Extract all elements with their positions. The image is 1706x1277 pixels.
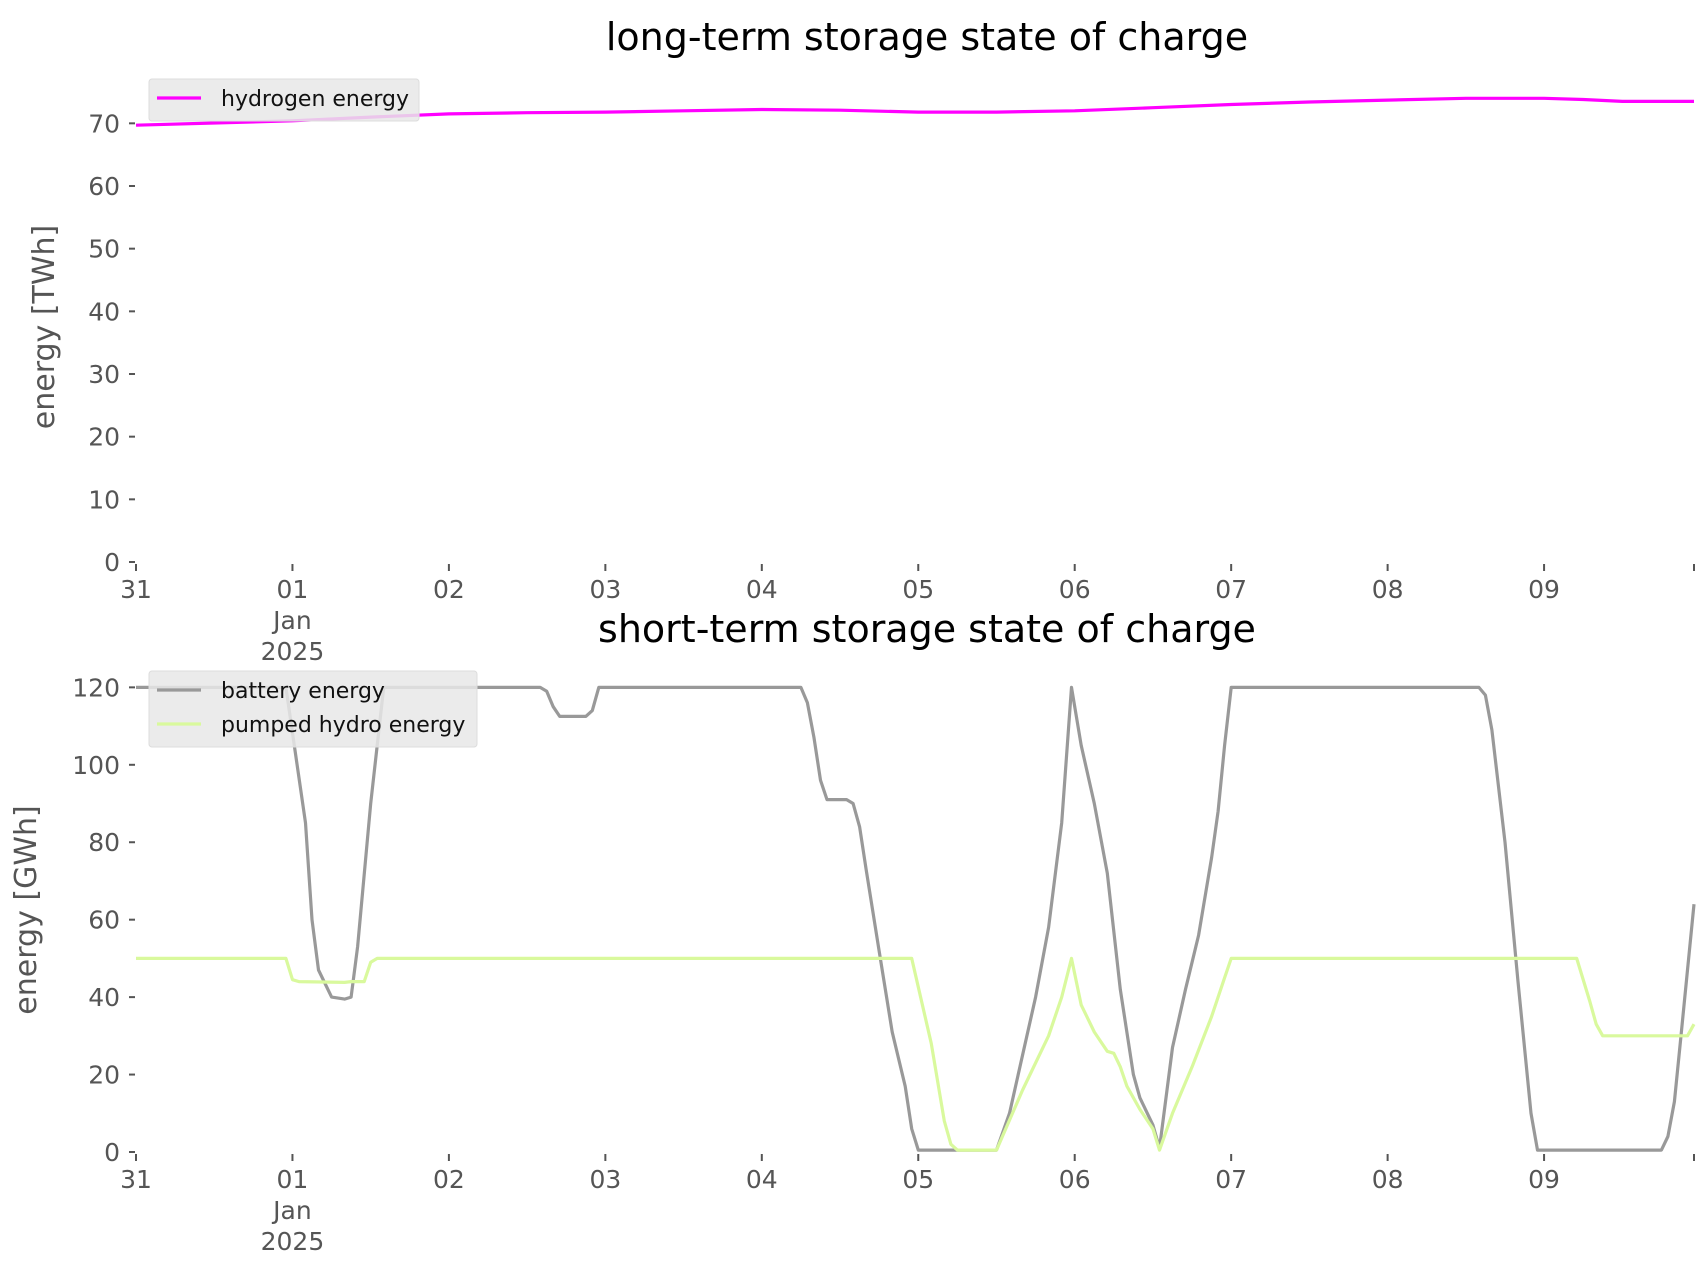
x-tick-label: 31 [120,575,152,604]
y-tick-label: 50 [88,235,120,264]
y-tick-label: 10 [88,485,120,514]
y-axis-label: energy [GWh] [9,805,44,1014]
chart-short-term-storage: short-term storage state of charge energ… [9,607,1696,1256]
x-tick-label: 08 [1372,575,1404,604]
legend-box [148,670,478,748]
x-tick-label: 08 [1372,1165,1404,1194]
x-tick-label: 02 [433,575,465,604]
x-tick-sublabel: 2025 [261,1227,325,1256]
x-tick-label: 06 [1059,1165,1091,1194]
y-tick-label: 20 [88,423,120,452]
legend-box [148,78,420,122]
y-tick-label: 60 [88,172,120,201]
series-line-pumped-hydro-energy [136,956,1696,1152]
chart-long-term-storage: long-term storage state of charge energy… [27,15,1695,666]
legend: hydrogen energy [148,78,420,122]
y-tick-label: 40 [88,297,120,326]
chart-title: long-term storage state of charge [606,15,1248,59]
x-tick-label: 07 [1215,1165,1247,1194]
y-tick-label: 60 [88,906,120,935]
x-tick-label: 03 [589,575,621,604]
x-tick-sublabel: 2025 [261,637,325,666]
series-line-battery-energy [136,685,1696,1152]
x-tick-label: 04 [746,575,778,604]
y-tick-label: 30 [88,360,120,389]
legend-label: battery energy [221,679,385,704]
x-tick-sublabel: Jan [271,606,312,635]
x-tick-label: 01 [277,1165,309,1194]
x-tick-label: 01 [277,575,309,604]
y-tick-label: 40 [88,983,120,1012]
y-tick-label: 70 [88,109,120,138]
x-tick-sublabel: Jan [271,1196,312,1225]
y-axis-label: energy [TWh] [27,225,62,429]
x-tick-label: 06 [1059,575,1091,604]
y-tick-label: 120 [72,673,120,702]
x-tick-label: 05 [902,1165,934,1194]
series-lines [136,685,1696,1152]
x-tick-label: 05 [902,575,934,604]
x-tick-label: 07 [1215,575,1247,604]
y-tick-label: 80 [88,828,120,857]
y-tick-label: 0 [104,548,120,577]
x-tick-label: 04 [746,1165,778,1194]
series-line-hydrogen-energy [135,96,1694,127]
x-tick-label: 02 [433,1165,465,1194]
series-lines [135,96,1694,127]
y-tick-label: 100 [72,751,120,780]
chart-title: short-term storage state of charge [598,607,1256,651]
y-tick-label: 0 [104,1138,120,1167]
x-tick-label: 09 [1528,1165,1560,1194]
x-tick-label: 09 [1528,575,1560,604]
legend-label: hydrogen energy [221,87,409,112]
y-tick-label: 20 [88,1061,120,1090]
legend: battery energy pumped hydro energy [148,670,478,748]
x-tick-label: 03 [589,1165,621,1194]
legend-label: pumped hydro energy [221,713,465,738]
x-tick-label: 31 [120,1165,152,1194]
